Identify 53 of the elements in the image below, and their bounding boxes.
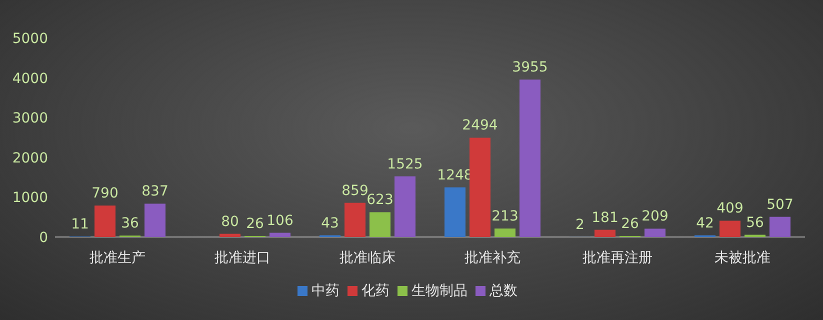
legend-label: 总数 (488, 283, 518, 299)
data-label: 790 (92, 186, 118, 202)
legend-label: 中药 (312, 283, 340, 299)
bar (220, 234, 240, 237)
bar (520, 80, 540, 237)
data-label: 2494 (462, 118, 498, 134)
data-label: 80 (221, 214, 239, 230)
x-tick-label: 批准进口 (214, 250, 270, 266)
data-label: 181 (592, 210, 618, 226)
data-label: 42 (696, 215, 714, 232)
data-label: 859 (342, 182, 368, 199)
y-tick-label: 3000 (12, 110, 48, 127)
data-label: 507 (766, 196, 794, 213)
bar (270, 232, 290, 237)
bar (494, 228, 516, 237)
x-tick-label: 批准再注册 (582, 250, 652, 266)
bar (394, 176, 416, 237)
data-label: 26 (246, 216, 264, 232)
bar (770, 216, 790, 237)
bar (344, 202, 366, 237)
data-label: 106 (266, 212, 294, 229)
data-label: 209 (642, 208, 668, 225)
data-label: 36 (121, 216, 139, 232)
x-tick-label: 批准临床 (340, 250, 396, 266)
x-tick-label: 批准生产 (90, 250, 146, 266)
bar (720, 220, 740, 237)
bar (94, 206, 116, 237)
data-label: 3955 (512, 60, 548, 76)
bar (144, 204, 166, 237)
data-label: 11 (71, 216, 89, 233)
bar (594, 230, 616, 237)
y-tick-label: 4000 (12, 70, 48, 87)
y-tick-label: 0 (39, 230, 48, 246)
y-tick-label: 1000 (12, 190, 48, 206)
y-tick-label: 2000 (12, 150, 48, 166)
legend-label: 化药 (362, 283, 390, 299)
data-label: 2 (576, 216, 584, 233)
data-label: 837 (142, 184, 168, 200)
bar (470, 138, 490, 237)
data-label: 1525 (387, 156, 423, 172)
data-label: 623 (366, 192, 394, 208)
data-label: 213 (492, 208, 518, 225)
data-label: 409 (716, 200, 744, 217)
y-tick-label: 5000 (12, 31, 48, 47)
legend-label: 生物制品 (412, 283, 468, 299)
data-label: 43 (321, 215, 339, 232)
bar (444, 187, 466, 237)
x-tick-label: 批准补充 (464, 250, 520, 266)
data-label: 56 (746, 214, 764, 231)
data-label: 26 (621, 216, 639, 232)
x-tick-label: 未被批准 (714, 250, 770, 266)
bar (644, 228, 666, 237)
bar (370, 212, 390, 237)
